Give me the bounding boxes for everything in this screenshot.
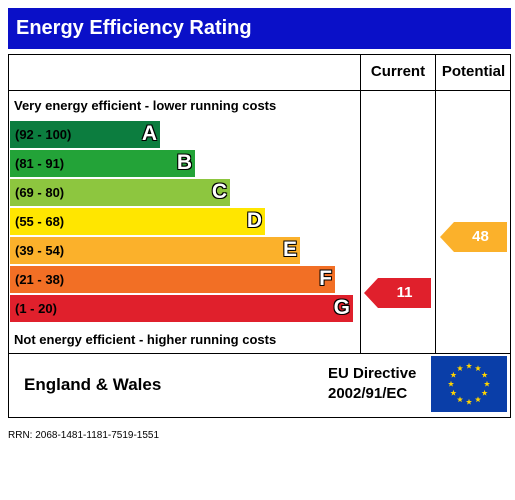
- eu-star: [474, 365, 482, 371]
- band-letter: D: [246, 209, 262, 232]
- band-letter: A: [141, 122, 157, 145]
- directive-line-1: EU Directive: [328, 365, 417, 382]
- eu-star: [465, 398, 473, 405]
- footer-panel: England & Wales EU Directive 2002/91/EC: [8, 354, 511, 418]
- band-letter: G: [333, 296, 350, 319]
- current-rating-value: 11: [396, 284, 413, 301]
- potential-rating-arrow: 48: [440, 222, 507, 252]
- band-letter: F: [319, 267, 332, 290]
- eu-flag-icon: [431, 356, 507, 412]
- eu-star: [450, 389, 457, 396]
- band-range-label: (69 - 80): [15, 185, 65, 200]
- page-title: Energy Efficiency Rating: [16, 17, 252, 39]
- potential-column-header: Potential: [441, 63, 506, 80]
- rating-band-f: (21 - 38) F: [10, 266, 335, 293]
- eu-star: [450, 371, 457, 378]
- current-column-header: Current: [370, 63, 426, 80]
- band-range-label: (39 - 54): [15, 243, 65, 258]
- band-letter: C: [211, 180, 227, 203]
- band-range-label: (81 - 91): [15, 156, 65, 171]
- column-divider: [435, 55, 436, 353]
- eu-star: [481, 371, 488, 378]
- region-label: England & Wales: [24, 375, 162, 394]
- rating-band-e: (39 - 54) E: [10, 237, 300, 264]
- efficient-caption: Very energy efficient - lower running co…: [14, 98, 277, 113]
- rating-chart: Current Potential Very energy efficient …: [8, 54, 511, 354]
- eu-star: [474, 396, 482, 403]
- rating-band-b: (81 - 91) B: [10, 150, 195, 177]
- rating-band-c: (69 - 80) C: [10, 179, 230, 206]
- band-range-label: (92 - 100): [15, 127, 72, 142]
- inefficient-caption: Not energy efficient - higher running co…: [14, 332, 277, 347]
- current-rating-arrow: 11: [364, 278, 431, 308]
- column-divider: [360, 55, 361, 353]
- potential-rating-value: 48: [472, 228, 489, 245]
- rating-band-a: (92 - 100) A: [10, 121, 160, 148]
- eu-star: [456, 365, 464, 371]
- band-range-label: (1 - 20): [15, 301, 57, 316]
- eu-star: [483, 380, 491, 387]
- band-letter: B: [176, 151, 192, 174]
- eu-star: [447, 380, 455, 387]
- eu-star: [481, 389, 488, 396]
- eu-star: [465, 362, 473, 369]
- title-bar: Energy Efficiency Rating: [8, 8, 511, 49]
- rrn-reference: RRN: 2068-1481-1181-7519-1551: [8, 430, 160, 441]
- band-letter: E: [282, 238, 297, 261]
- header-divider: [9, 90, 510, 91]
- rating-band-g: (1 - 20) G: [10, 295, 353, 322]
- directive-line-2: 2002/91/EC: [328, 385, 408, 402]
- eu-directive: EU Directive 2002/91/EC: [328, 364, 438, 404]
- rating-band-d: (55 - 68) D: [10, 208, 265, 235]
- band-range-label: (55 - 68): [15, 214, 65, 229]
- band-range-label: (21 - 38): [15, 272, 65, 287]
- eu-star: [456, 396, 464, 403]
